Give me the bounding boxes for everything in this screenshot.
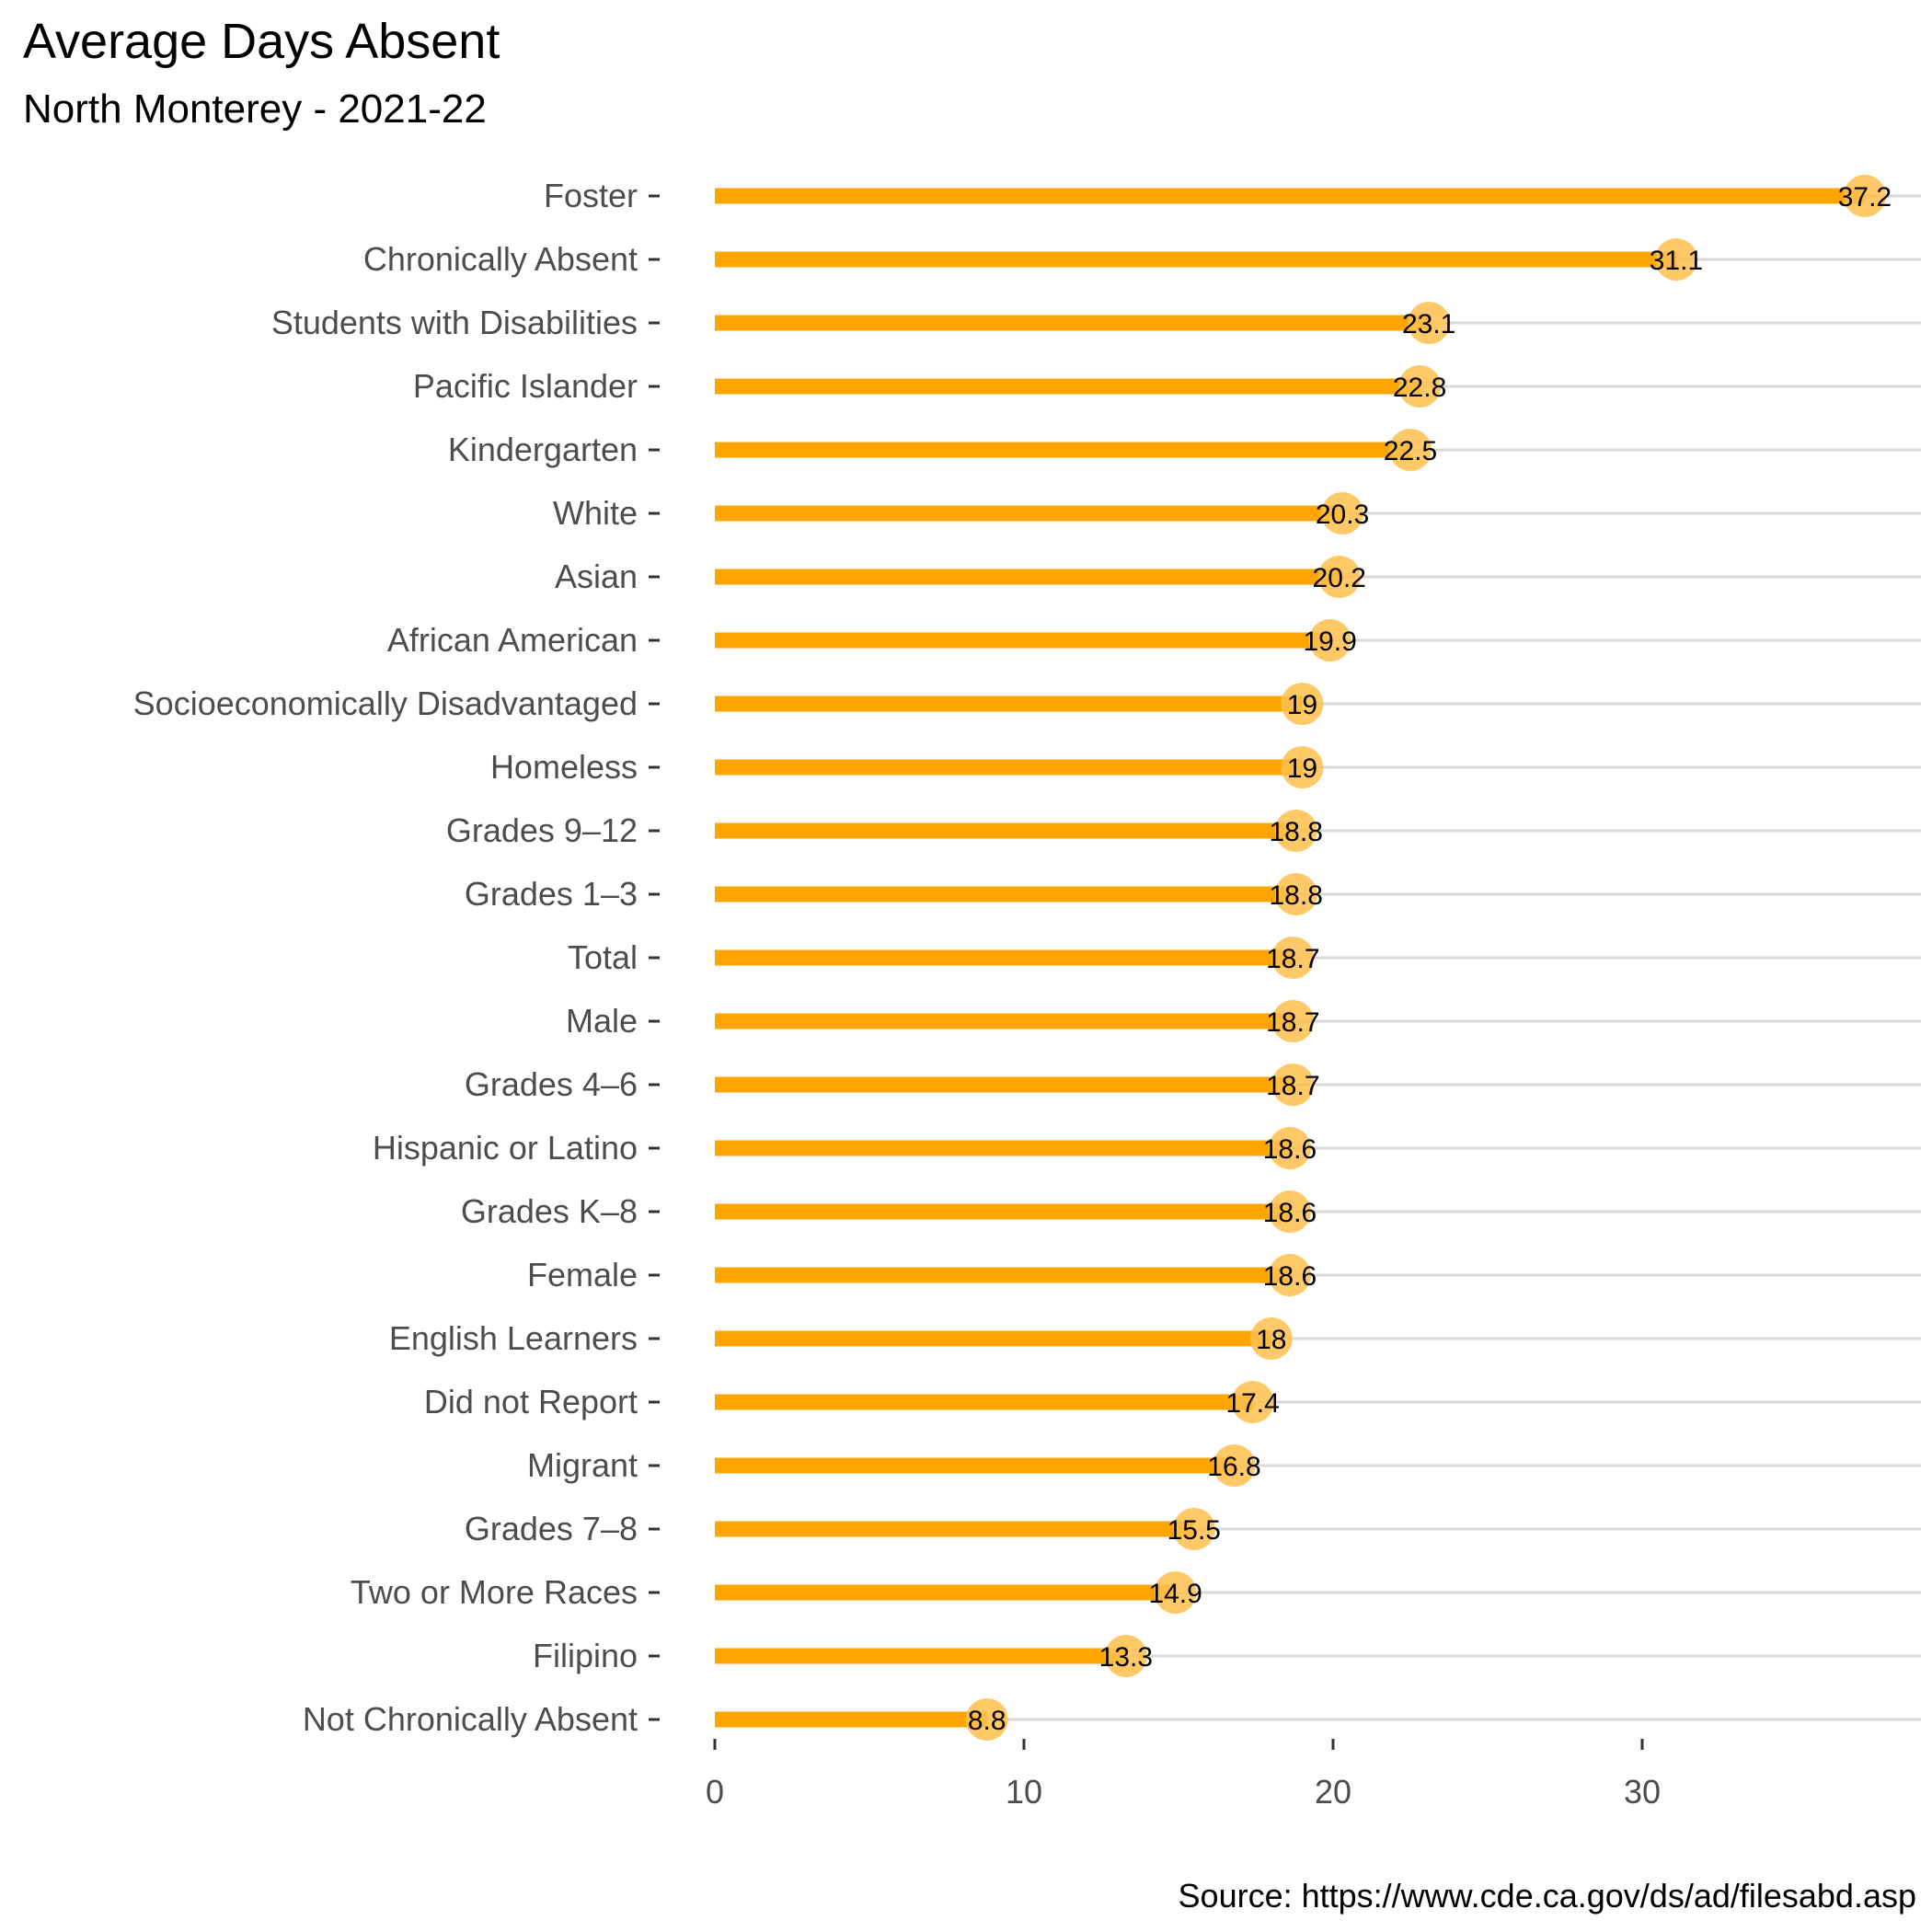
category-label: Asian	[555, 558, 638, 595]
category-label: Students with Disabilities	[271, 304, 638, 341]
category-label: Chronically Absent	[363, 240, 638, 278]
category-label: Total	[568, 938, 638, 976]
data-point	[1268, 1190, 1311, 1233]
category-label: Did not Report	[424, 1383, 638, 1420]
bars	[715, 188, 1865, 1728]
source-caption: Source: https://www.cde.ca.gov/ds/ad/fil…	[1178, 1877, 1916, 1915]
category-label: Hispanic or Latino	[373, 1129, 638, 1167]
data-point	[1654, 238, 1697, 281]
value-label: 19	[1287, 690, 1317, 720]
chart-subtitle: North Monterey - 2021-22	[23, 86, 487, 132]
data-point	[1271, 1000, 1315, 1042]
category-label: Homeless	[490, 748, 638, 786]
x-tick-label: 20	[1315, 1773, 1351, 1811]
value-label: 20.2	[1313, 563, 1366, 593]
x-axis: 0 10 20 30	[706, 1739, 1661, 1811]
category-label: African American	[387, 621, 638, 659]
category-label: Two or More Races	[351, 1573, 638, 1611]
data-point	[1271, 937, 1315, 979]
data-point	[1281, 746, 1324, 788]
category-label: Kindergarten	[448, 431, 638, 468]
value-label: 18.6	[1263, 1198, 1317, 1228]
points	[965, 175, 1886, 1741]
category-label: Male	[566, 1002, 638, 1040]
value-label: 18.6	[1263, 1134, 1317, 1165]
value-label: 18.8	[1269, 817, 1322, 847]
category-label: Foster	[544, 177, 638, 214]
y-axis-labels: Foster Chronically Absent Students with Di…	[133, 177, 660, 1738]
value-label: 22.8	[1393, 373, 1446, 403]
data-point	[1389, 429, 1432, 471]
value-label: 18.7	[1266, 1071, 1319, 1101]
category-label: Grades 9–12	[446, 811, 638, 849]
data-point	[1231, 1381, 1274, 1423]
data-point	[1317, 556, 1361, 598]
value-label: 37.2	[1838, 182, 1892, 213]
value-label: 18.7	[1266, 944, 1319, 974]
value-label: 31.1	[1650, 246, 1703, 276]
category-label: Grades 1–3	[465, 875, 638, 913]
data-point	[1843, 175, 1886, 217]
data-point	[1268, 1127, 1311, 1169]
data-point	[1271, 1064, 1315, 1106]
category-label: Filipino	[533, 1637, 638, 1674]
value-label: 20.3	[1316, 500, 1369, 530]
value-label: 14.9	[1148, 1579, 1202, 1609]
value-label: 23.1	[1402, 309, 1455, 339]
data-point	[1398, 365, 1442, 408]
category-label: Female	[527, 1256, 638, 1294]
value-label: 17.4	[1225, 1388, 1279, 1419]
data-point	[1408, 302, 1451, 344]
category-label: Not Chronically Absent	[303, 1700, 638, 1738]
data-point	[1274, 873, 1317, 915]
chart-title: Average Days Absent	[23, 14, 500, 69]
value-label: 19.9	[1303, 627, 1356, 657]
data-point	[1104, 1635, 1147, 1677]
data-point	[965, 1698, 1008, 1741]
value-label: 22.5	[1384, 436, 1437, 466]
data-point	[1281, 683, 1324, 725]
value-label: 19	[1287, 753, 1317, 784]
value-label: 18.6	[1263, 1261, 1317, 1292]
value-label: 18.7	[1266, 1007, 1319, 1038]
value-labels: 37.2 31.1 23.1 22.8 22.5 20.3 20.2 19.9 19 19 18.8…	[968, 182, 1892, 1736]
category-label: English Learners	[389, 1319, 638, 1357]
x-tick-label: 30	[1624, 1773, 1661, 1811]
value-label: 15.5	[1167, 1515, 1221, 1546]
data-point	[1268, 1254, 1311, 1296]
category-label: White	[553, 494, 638, 532]
category-label: Grades K–8	[461, 1192, 638, 1230]
value-label: 18.8	[1269, 880, 1322, 911]
value-label: 13.3	[1099, 1642, 1153, 1673]
data-point	[1274, 810, 1317, 852]
data-point	[1213, 1444, 1256, 1487]
x-tick-label: 10	[1006, 1773, 1042, 1811]
x-tick-label: 0	[706, 1773, 724, 1811]
data-point	[1308, 619, 1351, 661]
value-label: 18	[1256, 1325, 1286, 1355]
category-label: Migrant	[527, 1446, 638, 1484]
value-label: 16.8	[1207, 1452, 1260, 1482]
category-label: Grades 4–6	[465, 1065, 638, 1103]
data-point	[1249, 1317, 1293, 1360]
category-label: Grades 7–8	[465, 1510, 638, 1547]
data-point	[1172, 1508, 1215, 1550]
data-point	[1321, 492, 1364, 535]
value-label: 8.8	[968, 1706, 1006, 1736]
data-point	[1154, 1571, 1197, 1614]
category-label: Pacific Islander	[413, 367, 638, 405]
category-label: Socioeconomically Disadvantaged	[133, 684, 638, 722]
